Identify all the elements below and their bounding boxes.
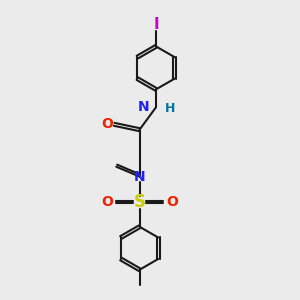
Text: N: N xyxy=(134,169,146,184)
Text: O: O xyxy=(101,117,112,131)
Text: O: O xyxy=(166,195,178,209)
Text: S: S xyxy=(134,193,146,211)
Text: I: I xyxy=(153,17,159,32)
Text: N: N xyxy=(138,100,149,114)
Text: H: H xyxy=(165,102,175,115)
Text: O: O xyxy=(101,195,113,209)
